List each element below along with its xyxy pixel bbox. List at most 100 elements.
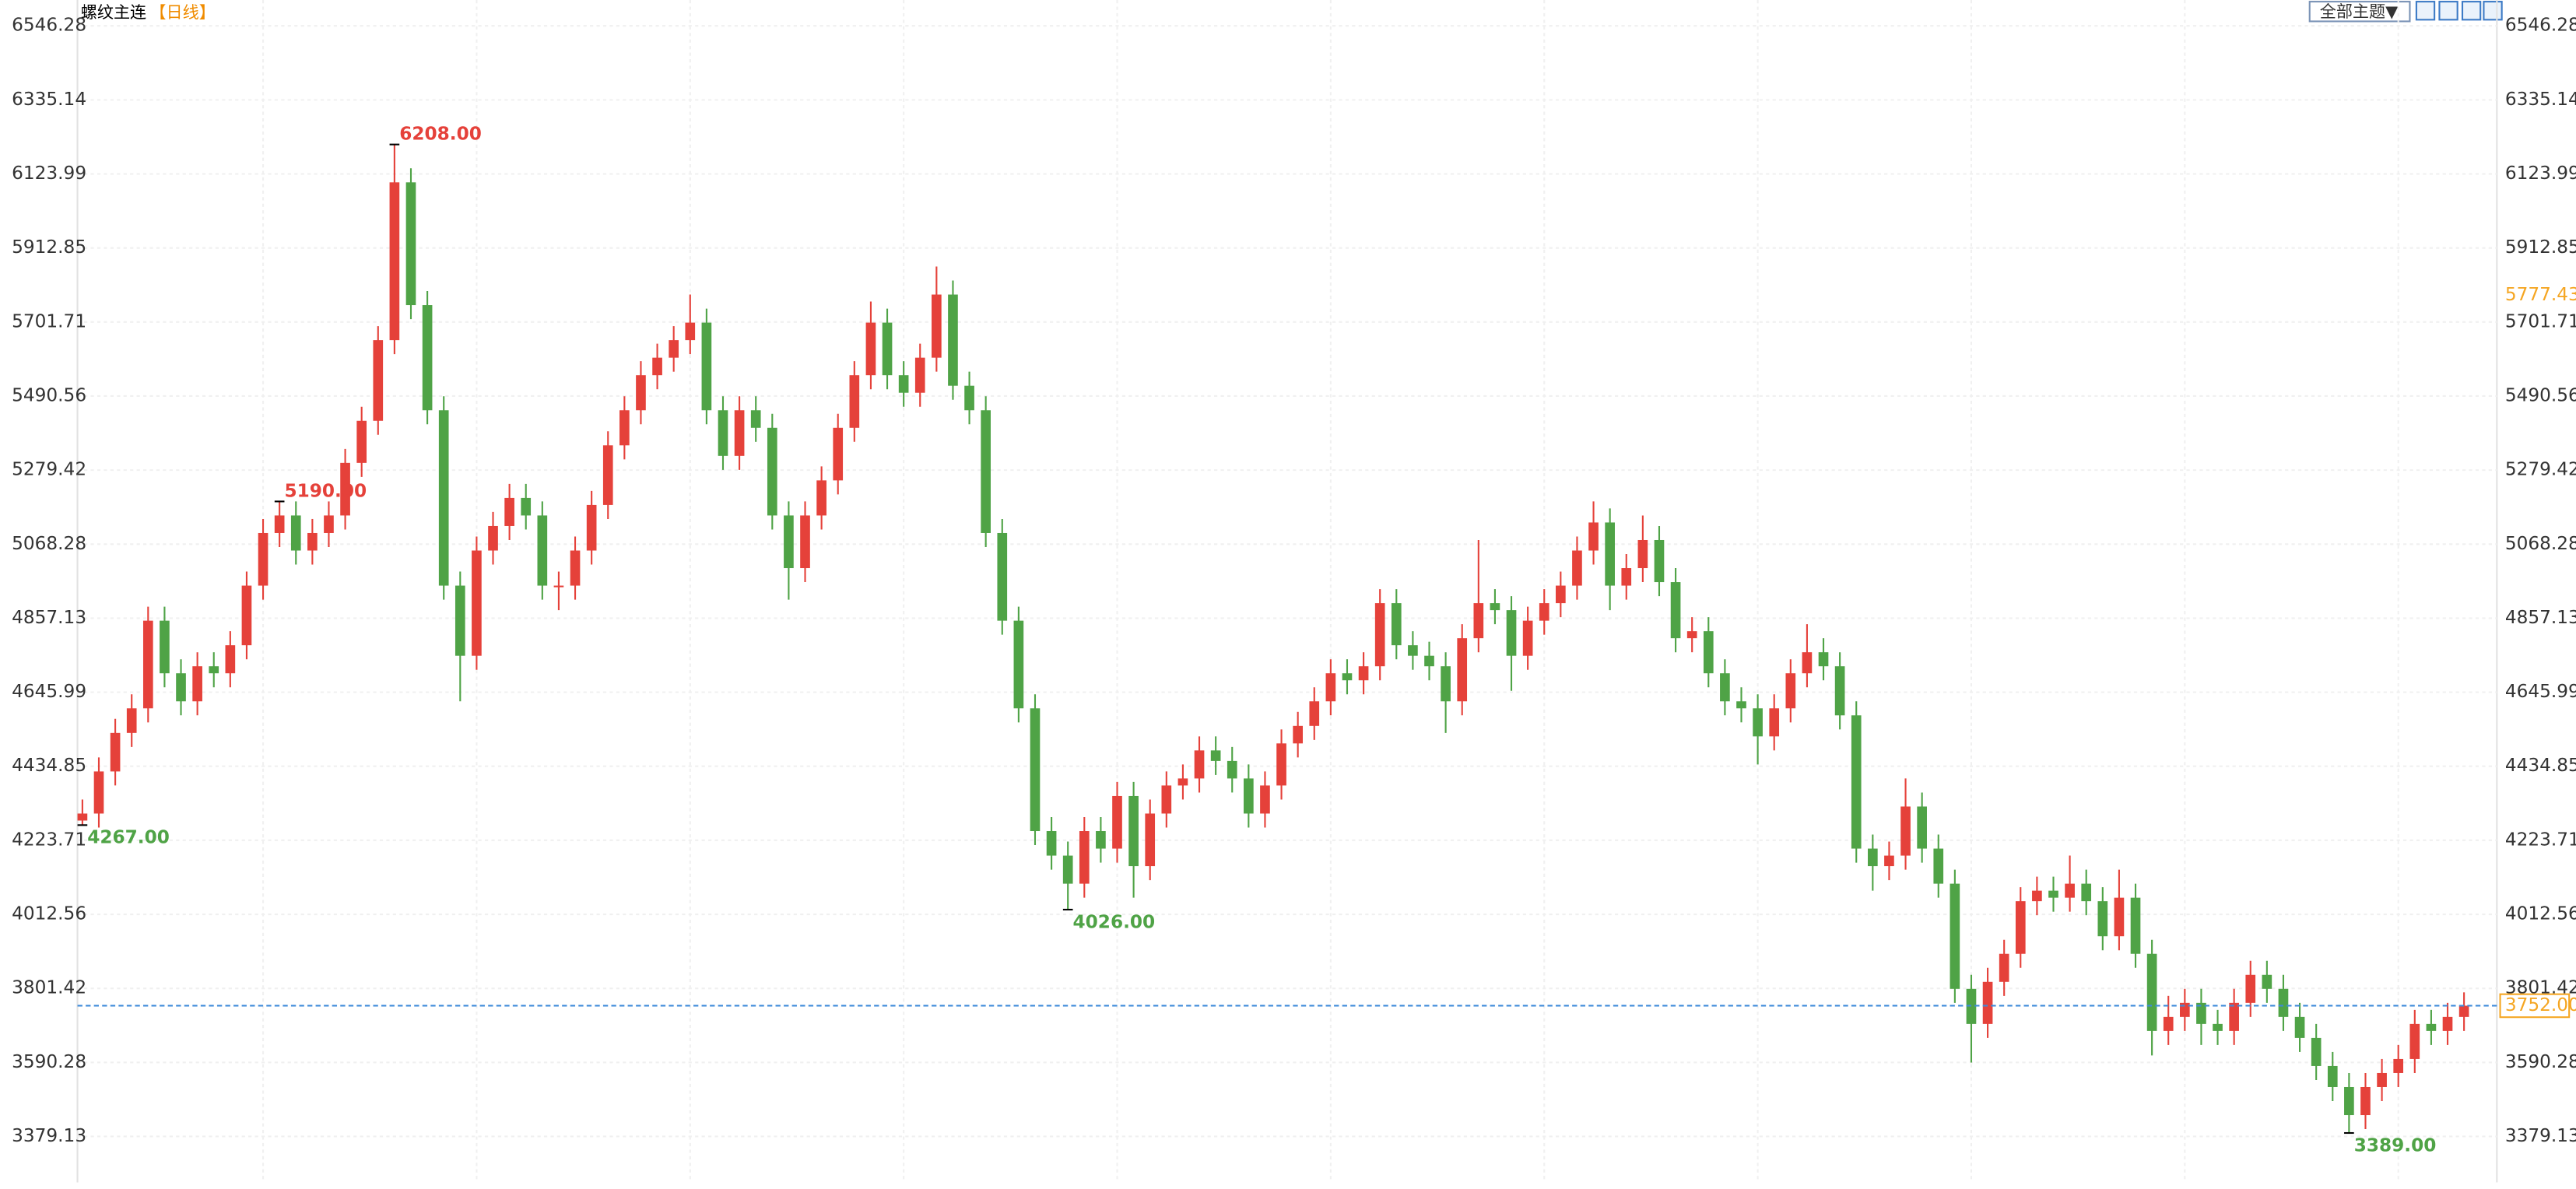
- candle-body: [2114, 897, 2125, 937]
- candle-body: [685, 322, 696, 341]
- candle-body: [898, 375, 909, 393]
- candle-body: [2426, 1023, 2437, 1031]
- candle-body: [1079, 831, 1090, 884]
- candle-body: [1736, 701, 1746, 709]
- candle-body: [1194, 750, 1205, 779]
- candle-body: [865, 322, 876, 376]
- candle-body: [2196, 1002, 2206, 1024]
- candle-body: [570, 550, 581, 586]
- chart-title: 螺纹主连: [81, 2, 146, 22]
- candle-body: [1062, 855, 1073, 884]
- y-tick-label-right: 6546.28: [2505, 15, 2576, 36]
- candle-body: [1177, 778, 1188, 786]
- candle-body: [1982, 981, 1993, 1024]
- theme-button[interactable]: 全部主题▼: [2320, 2, 2399, 21]
- candle-body: [1851, 715, 1862, 849]
- candle-body: [2163, 1016, 2174, 1031]
- candle-body: [258, 532, 268, 586]
- y-tick-label: 3379.13: [12, 1125, 86, 1146]
- candle-body: [1227, 760, 1237, 779]
- candle-body: [1999, 953, 2009, 982]
- candle-body: [1358, 666, 1369, 681]
- candle-body: [1325, 673, 1336, 702]
- candle-body: [1703, 631, 1714, 674]
- candle-body: [1506, 610, 1517, 656]
- candle-body: [602, 445, 613, 505]
- last-price-box: [2499, 993, 2571, 1019]
- y-tick-label-right: 5490.56: [2505, 384, 2576, 405]
- candle-body: [553, 585, 564, 587]
- candle-body: [2065, 883, 2075, 898]
- candle-body: [2081, 883, 2092, 902]
- candle-body: [1621, 568, 1632, 586]
- candle-body: [241, 585, 252, 646]
- candle-body: [2097, 901, 2108, 937]
- candle-body: [2146, 953, 2157, 1031]
- candle-body: [800, 515, 810, 569]
- candle-body: [1342, 673, 1353, 681]
- annotation-label: 4026.00: [1073, 911, 1156, 932]
- annotation-label: 6208.00: [399, 124, 482, 145]
- y-tick-label: 4012.56: [12, 903, 86, 924]
- candle-body: [718, 410, 728, 456]
- candle-body: [2245, 974, 2256, 1003]
- y-tick-label-right: 6335.14: [2505, 89, 2576, 110]
- tool-icon[interactable]: [2415, 1, 2436, 21]
- candle-body: [1473, 603, 1484, 639]
- candle-body: [1161, 785, 1172, 814]
- tool-icon[interactable]: [2438, 1, 2458, 21]
- candle-body: [176, 673, 186, 702]
- candle-body: [160, 620, 170, 674]
- candle-body: [1900, 806, 1911, 856]
- candle-body: [2213, 1023, 2223, 1031]
- candle-body: [1950, 883, 1960, 989]
- candle-body: [1753, 708, 1763, 737]
- y-tick-label-right: 4434.85: [2505, 755, 2576, 776]
- y-tick-label-right: 4012.56: [2505, 903, 2576, 924]
- candle-body: [1457, 638, 1468, 702]
- candle-body: [422, 305, 433, 411]
- candle-body: [2393, 1058, 2404, 1073]
- tool-icon[interactable]: [2483, 1, 2503, 21]
- candle-body: [816, 480, 826, 516]
- candle-body: [1408, 645, 1418, 656]
- y-tick-label: 5279.42: [12, 459, 86, 480]
- y-tick-label: 6546.28: [12, 15, 86, 36]
- candle-body: [1834, 666, 1845, 716]
- toolbar[interactable]: 全部主题▼: [2308, 1, 2503, 23]
- candle-body: [734, 410, 745, 456]
- candle-body: [2294, 1016, 2305, 1038]
- candle-body: [1424, 655, 1434, 667]
- y-tick-label-right: 4857.13: [2505, 607, 2576, 628]
- y-tick-label: 5068.28: [12, 533, 86, 554]
- candle-body: [192, 666, 202, 702]
- annotation-label: 3389.00: [2354, 1135, 2437, 1156]
- candle-body: [1686, 631, 1697, 639]
- candle-body: [1933, 848, 1944, 884]
- candle-body: [2032, 890, 2042, 902]
- theme-button-frame[interactable]: [2308, 1, 2411, 23]
- candle-body: [1096, 831, 1106, 849]
- candle-body: [1605, 522, 1615, 586]
- candle-body: [1276, 743, 1286, 786]
- candle-body: [669, 340, 679, 358]
- candle-body: [504, 497, 514, 526]
- annotation-label: 4267.00: [87, 827, 170, 848]
- candle-body: [1309, 701, 1320, 726]
- y-tick-label-right: 3379.13: [2505, 1125, 2576, 1146]
- candle-body: [1868, 848, 1878, 867]
- candle-body: [1490, 603, 1500, 611]
- candle-body: [438, 410, 449, 586]
- period-label: 【日线】: [149, 2, 215, 22]
- tool-icon[interactable]: [2461, 1, 2482, 21]
- candle-body: [750, 410, 761, 428]
- candle-body: [914, 357, 925, 393]
- candle-body: [405, 182, 416, 306]
- candle-body: [652, 357, 662, 376]
- candle-body: [701, 322, 712, 411]
- candle-body: [1572, 550, 1582, 586]
- y-tick-label-right: 5701.71: [2505, 310, 2576, 331]
- candle-body: [290, 515, 301, 551]
- candle-body: [2311, 1037, 2322, 1066]
